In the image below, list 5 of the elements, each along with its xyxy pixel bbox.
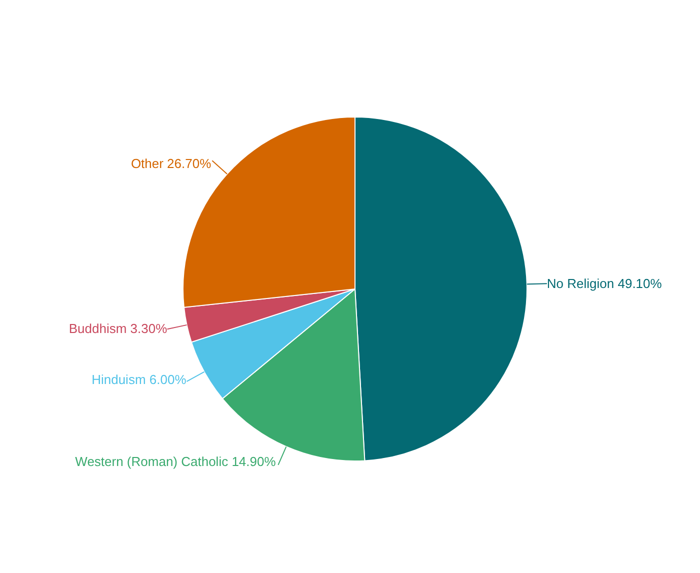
slice-label: No Religion 49.10% [546,276,662,292]
slice-label: Other 26.70% [130,156,212,171]
slice-label: Buddhism 3.30% [68,320,168,336]
slice-label: Western (Roman) Catholic 14.90% [75,454,276,469]
slice-label: Hinduism 6.00% [92,372,187,388]
